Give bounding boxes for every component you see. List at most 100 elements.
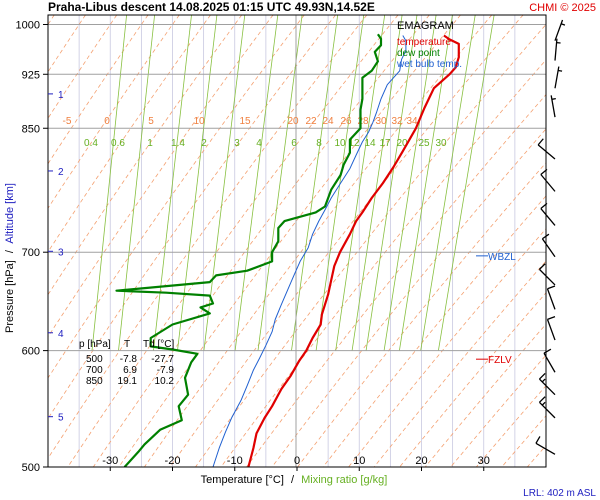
dry-adiabat-line <box>48 15 149 165</box>
wind-barb <box>554 38 561 61</box>
dry-adiabat-line <box>48 15 211 253</box>
lrl-label: LRL: 402 m ASL <box>523 488 596 499</box>
dry-adiabat-label: 5 <box>148 116 154 127</box>
x-axis-temperature-label: Temperature [°C] <box>201 474 284 486</box>
wind-barb <box>546 316 556 341</box>
dry-adiabat-label: 24 <box>322 116 334 127</box>
pressure-axis: 500 600 700 850 925 1000 <box>16 20 48 474</box>
dry-adiabat-line <box>169 15 524 467</box>
dry-adiabat-label: -5 <box>63 116 72 127</box>
mixing-ratio-label: 1.4 <box>171 138 185 149</box>
altitude-tick-label: 4 <box>58 329 64 340</box>
wind-barb-staff <box>554 19 564 41</box>
wind-barb-staff <box>546 319 556 341</box>
pressure-tick-label: 600 <box>22 346 40 358</box>
dry-adiabat-grid <box>48 15 600 493</box>
dry-adiabat-line <box>48 15 274 338</box>
dry-adiabat-label: 10 <box>193 116 205 127</box>
temperature-tick-label: 10 <box>353 455 365 467</box>
table-header-t: T <box>124 339 130 350</box>
dry-adiabat-label: 30 <box>375 116 387 127</box>
mixing-ratio-line <box>153 15 192 351</box>
grid-labels: -5 0 5 10 15 20 22 24 26 28 30 32 340.4 0.6 1 1.4 2 3 4 6 8 1… <box>63 116 447 149</box>
dry-adiabat-line <box>48 15 118 119</box>
wind-barb <box>540 202 556 226</box>
pressure-tick-label: 1000 <box>16 20 40 32</box>
wind-barb <box>537 138 556 160</box>
wind-barb <box>540 168 556 192</box>
dry-adiabat-line <box>530 15 600 493</box>
wind-barb-staff <box>554 66 560 89</box>
wind-barb-flag <box>543 348 552 354</box>
y-axis-separator: / <box>4 249 16 253</box>
dry-adiabat-line <box>67 15 399 467</box>
credit-label: CHMI © 2025 <box>529 2 596 14</box>
mixing-ratio-line <box>335 15 386 351</box>
dry-adiabat-line <box>555 15 600 493</box>
mixing-ratio-label: 12 <box>348 138 360 149</box>
wind-barb-staff <box>543 352 556 373</box>
mixing-ratio-line <box>291 15 339 351</box>
wbzl-label: WBZL <box>488 252 516 263</box>
wind-barb-half <box>551 97 556 100</box>
temperature-tick-label: -10 <box>227 455 243 467</box>
mixing-ratio-label: 8 <box>316 138 322 149</box>
table-row-850-p: 850 <box>86 376 103 387</box>
mixing-ratio-label: 2 <box>201 138 207 149</box>
dry-adiabat-line <box>92 15 430 467</box>
temperature-line <box>247 34 460 467</box>
altitude-tick-label: 3 <box>58 247 64 258</box>
wind-barb-flag <box>547 285 556 290</box>
table-header-td: Td [°C] <box>143 339 174 350</box>
mixing-ratio-line <box>234 15 279 351</box>
emagram-legend: EMAGRAM temperature dew point wet bulb t… <box>396 20 462 70</box>
altitude-tick-label: 1 <box>58 90 64 101</box>
mixing-ratio-label: 30 <box>435 138 447 149</box>
wind-barb-half <box>541 378 546 383</box>
mixing-ratio-line <box>399 15 453 351</box>
wind-barb-flag <box>540 168 548 176</box>
wind-barb <box>538 263 556 286</box>
wind-barb <box>541 233 556 258</box>
wind-barbs <box>535 19 566 455</box>
mixing-ratio-line <box>118 15 155 351</box>
wind-barb <box>538 396 556 419</box>
mixing-ratio-line <box>420 15 476 351</box>
wind-barb-staff <box>535 442 556 455</box>
dry-adiabat-line <box>143 15 493 467</box>
legend-temperature: temperature <box>397 37 451 48</box>
mixing-ratio-line <box>383 15 437 351</box>
table-row-850-t: 19.1 <box>118 376 138 387</box>
wind-barb <box>538 372 556 396</box>
table-row-700-p: 700 <box>86 365 103 376</box>
wind-barb-staff <box>546 288 556 310</box>
dry-adiabat-line <box>48 15 243 296</box>
temperature-tick-label: 30 <box>478 455 490 467</box>
dry-adiabat-line <box>220 59 546 467</box>
wind-barb-staff <box>540 174 556 192</box>
mixing-ratio-label: 1 <box>147 138 153 149</box>
wind-barb-staff <box>537 144 556 160</box>
dry-adiabat-line <box>48 15 305 379</box>
dry-adiabat-line <box>450 354 546 467</box>
x-axis-separator: / <box>291 474 295 486</box>
altitude-tick-label: 5 <box>58 413 64 424</box>
dry-adiabat-line <box>475 385 546 467</box>
wind-barb-staff <box>538 378 556 396</box>
wind-barb-half <box>560 23 566 26</box>
temperature-tick-label: 0 <box>294 455 300 467</box>
pressure-tick-label: 925 <box>22 69 40 81</box>
dry-adiabat-label: 15 <box>239 116 251 127</box>
dry-adiabat-label: 28 <box>357 116 369 127</box>
mixing-ratio-grid <box>91 15 495 351</box>
wind-barb-staff <box>541 238 556 258</box>
dry-adiabat-line <box>246 94 546 467</box>
dry-adiabat-line <box>348 228 546 467</box>
fzlv-label: FZLV <box>488 355 512 366</box>
wind-barb <box>554 66 563 89</box>
temperature-tick-label: -20 <box>165 455 181 467</box>
table-row-500-td: -27.7 <box>151 354 174 365</box>
mixing-ratio-label: 20 <box>396 138 408 149</box>
dry-adiabat-label: 26 <box>340 116 352 127</box>
